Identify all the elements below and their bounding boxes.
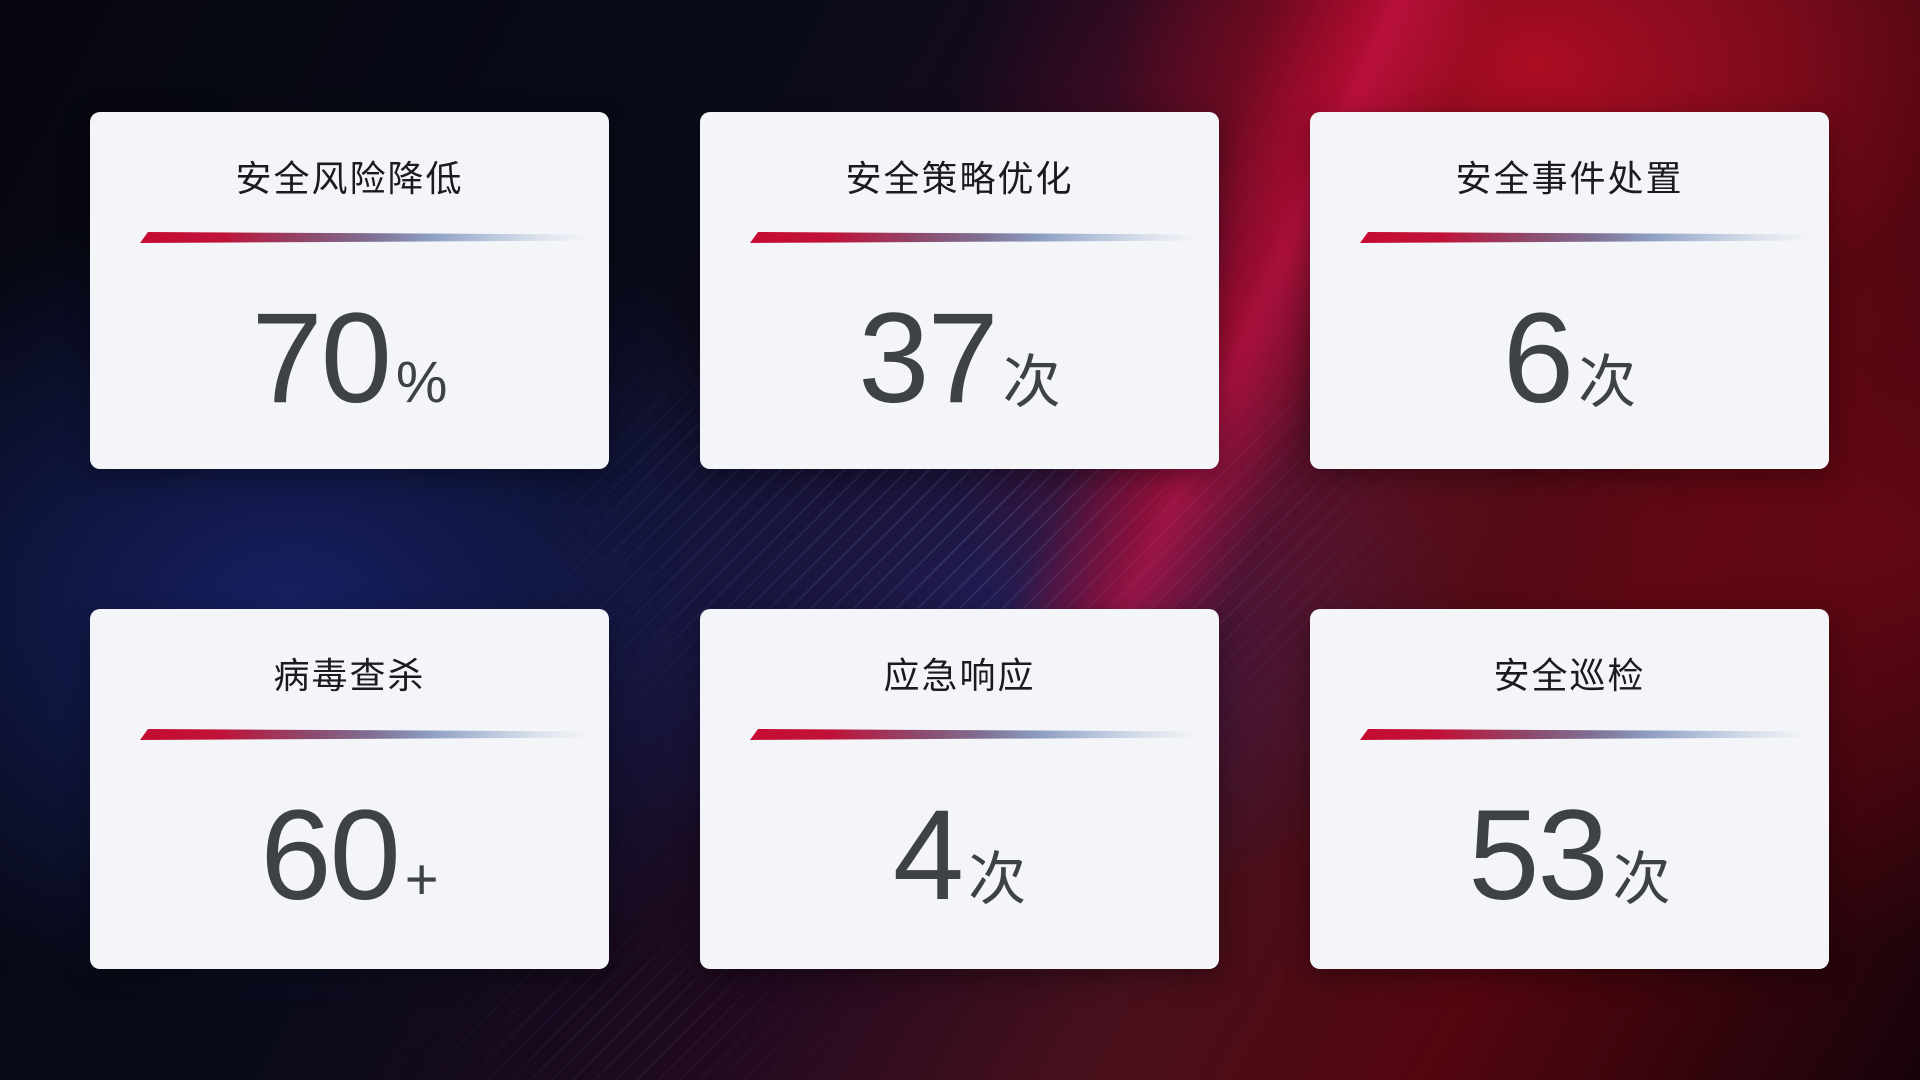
stat-card-title: 病毒查杀: [273, 655, 426, 696]
stat-card-title: 安全巡检: [1493, 655, 1646, 696]
stat-value-suffix: 次: [1578, 350, 1637, 415]
stat-card: 应急响应 4 次: [700, 609, 1219, 969]
stat-card-title: 安全风险降低: [235, 158, 464, 199]
stat-value-number: 37: [858, 287, 998, 430]
gradient-divider: [140, 232, 589, 243]
gradient-divider: [750, 729, 1199, 740]
stats-grid: 安全风险降低 70 % 安全策略优化 37 次 安全事件处置 6 次 病毒查杀 …: [90, 112, 1829, 969]
stat-value-number: 53: [1468, 784, 1608, 927]
stat-card-value: 6 次: [1503, 295, 1636, 423]
stat-card-value: 60 +: [260, 792, 438, 920]
stat-card-value: 4 次: [893, 792, 1026, 920]
stat-value-suffix: 次: [968, 847, 1027, 912]
stat-card-value: 70 %: [252, 295, 448, 423]
stat-card: 安全巡检 53 次: [1310, 609, 1829, 969]
stat-card-value: 37 次: [858, 295, 1060, 423]
gradient-divider: [1360, 729, 1809, 740]
gradient-divider: [750, 232, 1199, 243]
stat-value-number: 6: [1502, 287, 1574, 430]
stat-card-value: 53 次: [1468, 792, 1670, 920]
gradient-divider: [140, 729, 589, 740]
stat-card-title: 应急响应: [883, 655, 1036, 696]
stat-card: 安全策略优化 37 次: [700, 112, 1219, 469]
stat-value-suffix: 次: [1612, 847, 1671, 912]
gradient-divider: [1360, 232, 1809, 243]
stat-card: 安全事件处置 6 次: [1310, 112, 1829, 469]
stat-value-suffix: %: [395, 350, 448, 415]
stat-value-suffix: +: [404, 847, 439, 912]
stat-card: 安全风险降低 70 %: [90, 112, 609, 469]
stat-value-number: 60: [260, 784, 400, 927]
stat-value-suffix: 次: [1002, 350, 1061, 415]
stat-card: 病毒查杀 60 +: [90, 609, 609, 969]
stat-value-number: 4: [892, 784, 964, 927]
stat-card-title: 安全事件处置: [1455, 158, 1684, 199]
stat-card-title: 安全策略优化: [845, 158, 1074, 199]
stat-value-number: 70: [251, 287, 392, 430]
